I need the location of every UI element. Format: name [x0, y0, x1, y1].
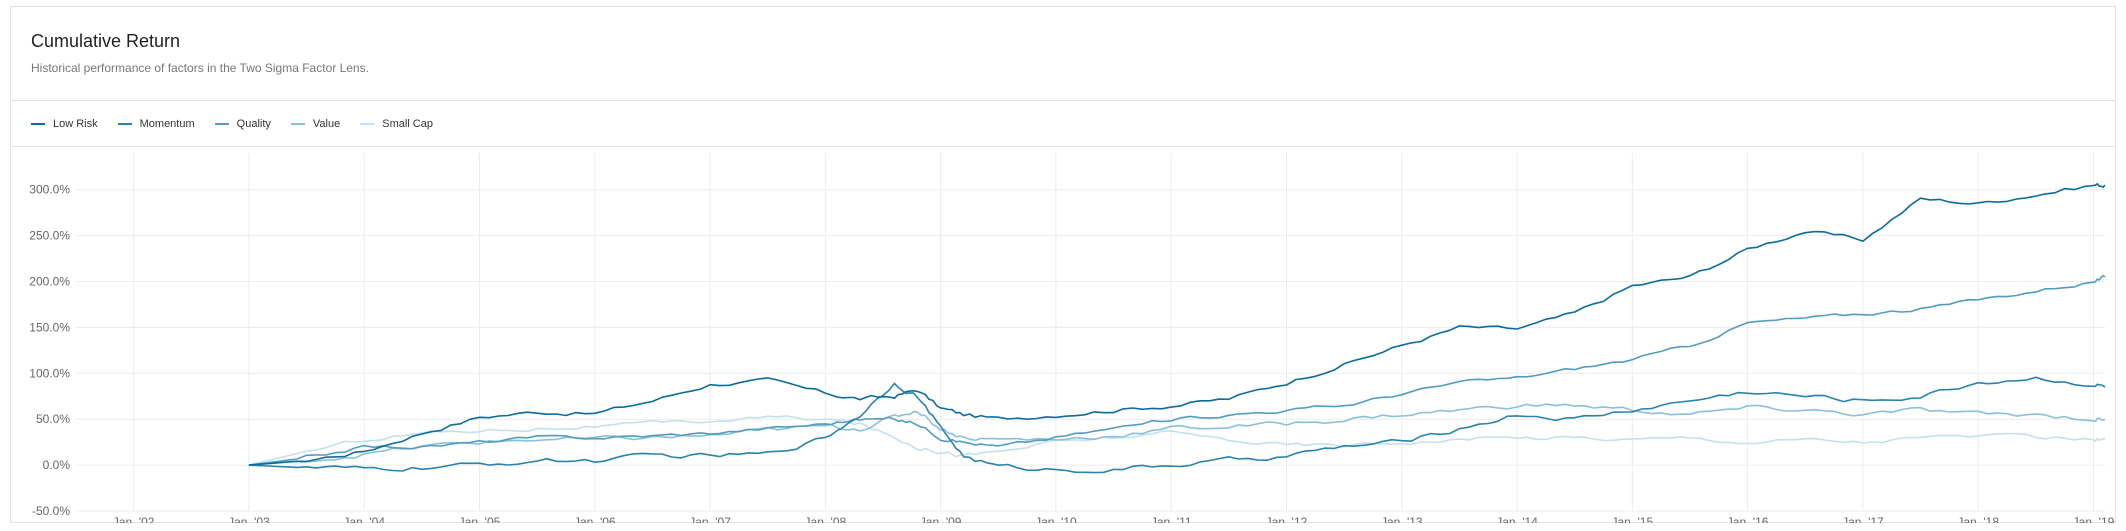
x-tick-label: Jan. '10 [1035, 515, 1077, 523]
legend-item-momentum[interactable]: Momentum [117, 117, 195, 130]
x-tick-label: Jan. '03 [228, 515, 270, 523]
x-tick-label: Jan. '07 [689, 515, 731, 523]
legend-label: Small Cap [382, 117, 433, 130]
x-tick-label: Jan. '05 [459, 515, 501, 523]
x-tick-label: Jan. '19 [2073, 515, 2115, 523]
series-line-low-risk [248, 183, 2106, 466]
y-tick-label: 150.0% [29, 320, 70, 334]
y-tick-label: 50.0% [36, 412, 70, 426]
chart-legend: Low Risk Momentum Quality Value Small Cap [11, 101, 2115, 147]
series-line-small-cap [248, 415, 2106, 466]
x-tick-label: Jan. '18 [1957, 515, 1999, 523]
chart-card: Cumulative Return Historical performance… [10, 6, 2116, 523]
x-tick-label: Jan. '06 [574, 515, 616, 523]
series-line-momentum [248, 376, 2106, 474]
x-tick-label: Jan. '09 [920, 515, 962, 523]
legend-item-value[interactable]: Value [290, 117, 341, 130]
legend-swatch [360, 122, 375, 125]
legend-swatch [214, 122, 229, 125]
x-tick-label: Jan. '11 [1151, 515, 1192, 523]
chart-subtitle: Historical performance of factors in the… [31, 61, 369, 75]
x-tick-label: Jan. '08 [805, 515, 847, 523]
legend-label: Quality [236, 117, 271, 130]
series-line-quality [248, 274, 2106, 466]
y-tick-label: 100.0% [29, 366, 70, 380]
legend-swatch [31, 122, 45, 125]
x-tick-label: Jan. '14 [1496, 515, 1538, 523]
x-tick-label: Jan. '13 [1381, 515, 1423, 523]
legend-label: Momentum [139, 117, 195, 130]
chart-title: Cumulative Return [31, 31, 181, 51]
x-tick-label: Jan. '16 [1727, 515, 1769, 523]
line-chart: -50.0% 0.0% 50.0% 100.0% 150.0% 200.0% 250.0% 3… [29, 153, 2115, 523]
y-tick-label: 0.0% [43, 458, 71, 472]
y-tick-label: -50.0% [32, 504, 70, 518]
x-tick-label: Jan. '04 [343, 515, 385, 523]
y-tick-label: 200.0% [29, 275, 70, 289]
x-tick-label: Jan. '17 [1842, 515, 1884, 523]
legend-swatch [290, 122, 305, 125]
x-tick-label: Jan. '02 [113, 515, 155, 523]
y-tick-label: 300.0% [29, 183, 70, 197]
legend-item-quality[interactable]: Quality [214, 117, 271, 130]
y-tick-label: 250.0% [29, 229, 70, 243]
x-tick-label: Jan. '15 [1612, 515, 1654, 523]
card-header: Cumulative Return Historical performance… [11, 7, 2115, 101]
legend-item-low-risk[interactable]: Low Risk [31, 118, 98, 130]
legend-label: Low Risk [53, 117, 98, 130]
legend-swatch [117, 122, 132, 125]
series-line-value [248, 403, 2106, 466]
legend-item-small-cap[interactable]: Small Cap [360, 118, 433, 130]
x-tick-label: Jan. '12 [1266, 515, 1308, 523]
legend-label: Value [312, 117, 341, 130]
